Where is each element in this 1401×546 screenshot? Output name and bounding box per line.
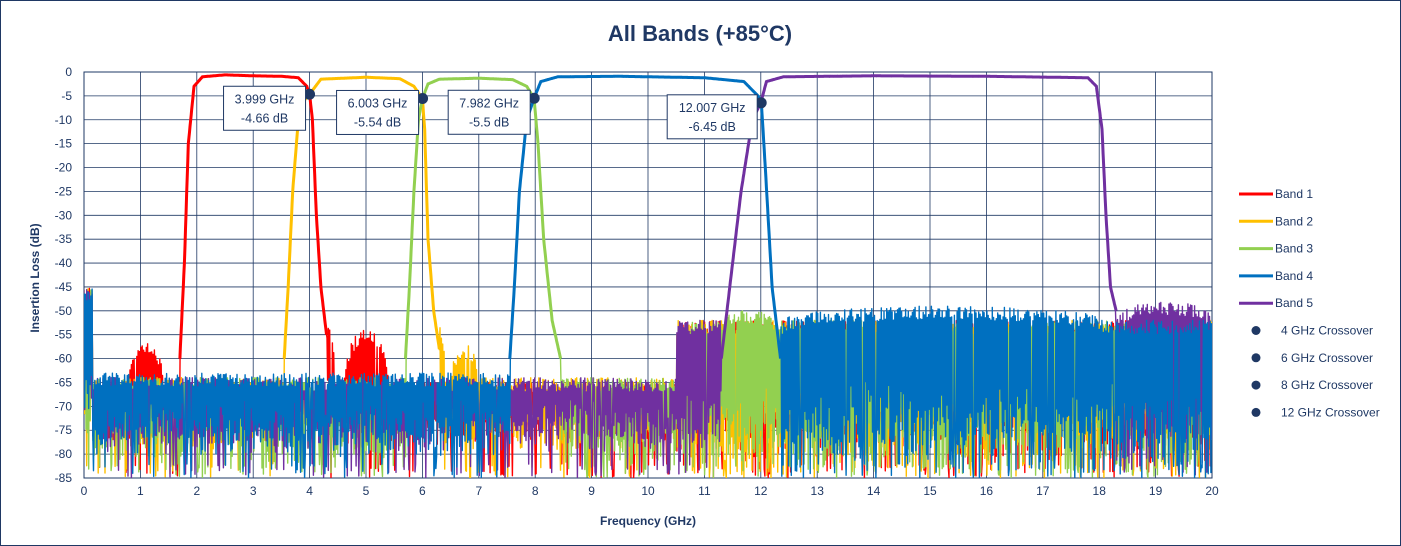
x-tick-label: 16 [980,484,994,498]
passband-line [719,74,1118,359]
legend: Band 1 Band 2 Band 3 Band 4 Band 5 4 GHz Cros… [1239,187,1380,419]
passband-line [508,74,782,359]
legend-label: 8 GHz Crossover [1281,378,1373,392]
annotation-loss: -6.45 dB [689,120,736,134]
legend-label: 12 GHz Crossover [1281,405,1380,419]
annotation-box [336,89,420,135]
x-tick-label: 2 [193,484,200,498]
legend-swatch-marker [1251,407,1261,417]
annotation-loss: -5.54 dB [354,115,401,129]
legend-label: Band 1 [1275,187,1313,201]
y-tick-label: -85 [55,471,73,485]
y-tick-label: -15 [55,137,73,151]
legend-label: 4 GHz Crossover [1281,324,1373,338]
annotation-leader [418,96,423,99]
y-tick-label: -65 [55,375,73,389]
crossover-markers: 3.999 GHz -4.66 dB 6.003 GHz -5.54 dB 7.982 … [223,85,767,140]
annotation-frequency: 7.982 GHz [459,96,519,110]
legend-label: 6 GHz Crossover [1281,351,1373,365]
x-tick-label: 10 [641,484,655,498]
legend-label: Band 5 [1275,296,1313,310]
y-tick-label: -70 [55,399,73,413]
x-tick-label: 3 [250,484,257,498]
series-layer [84,73,1212,478]
y-tick-label: -40 [55,256,73,270]
x-tick-label: 13 [811,484,825,498]
y-tick-label: -35 [55,232,73,246]
y-tick-label: -45 [55,280,73,294]
y-tick-label: 0 [65,65,72,79]
y-tick-label: -55 [55,328,73,342]
x-tick-label: 19 [1149,484,1163,498]
passband-line [178,73,328,359]
annotation-box [666,94,758,140]
annotation-leader [756,100,762,104]
x-axis-label: Frequency (GHz) [600,514,696,528]
x-tick-label: 15 [923,484,937,498]
annotation-loss: -5.5 dB [469,115,509,129]
x-tick-label: 7 [475,484,482,498]
x-tick-label: 12 [754,484,768,498]
legend-swatch-marker [1251,353,1261,363]
y-tick-label: -50 [55,304,73,318]
annotation-loss: -4.66 dB [241,111,288,125]
y-tick-label: -20 [55,161,73,175]
y-tick-label: -80 [55,447,73,461]
annotation-box [447,89,531,135]
annotation-leader [305,91,310,95]
y-tick-label: -5 [61,89,72,103]
legend-swatch-marker [1251,380,1261,390]
annotation-leader [529,95,535,99]
x-tick-label: 14 [867,484,881,498]
passband-line [404,76,563,359]
x-tick-label: 18 [1093,484,1107,498]
x-tick-label: 6 [419,484,426,498]
x-tick-label: 4 [306,484,313,498]
x-tick-label: 11 [698,484,711,498]
x-tick-label: 9 [588,484,595,498]
x-tick-label: 17 [1036,484,1050,498]
legend-label: Band 2 [1275,214,1313,228]
annotation-frequency: 6.003 GHz [348,96,408,110]
y-axis-label: Insertion Loss (dB) [28,223,42,332]
annotation-frequency: 12.007 GHz [679,101,746,115]
x-tick-label: 5 [363,484,370,498]
legend-swatch-marker [1251,326,1261,335]
tick-labels: 0 1 2 3 4 5 6 7 8 9 10 11 12 13 14 15 16 17 18 19 200-5-10-1… [55,65,1219,498]
x-tick-label: 8 [532,484,539,498]
y-tick-label: -60 [55,352,73,366]
y-tick-label: -10 [55,113,73,127]
y-tick-label: -25 [55,184,73,198]
annotation-box [223,85,307,131]
annotation-frequency: 3.999 GHz [235,92,295,106]
x-tick-label: 1 [137,484,144,498]
chart-title: All Bands (+85°C) [608,21,792,46]
y-tick-label: -30 [55,208,73,222]
y-tick-label: -75 [55,423,73,437]
x-tick-label: 20 [1205,484,1219,498]
x-tick-label: 0 [81,484,88,498]
legend-label: Band 3 [1275,242,1313,256]
legend-label: Band 4 [1275,269,1313,283]
